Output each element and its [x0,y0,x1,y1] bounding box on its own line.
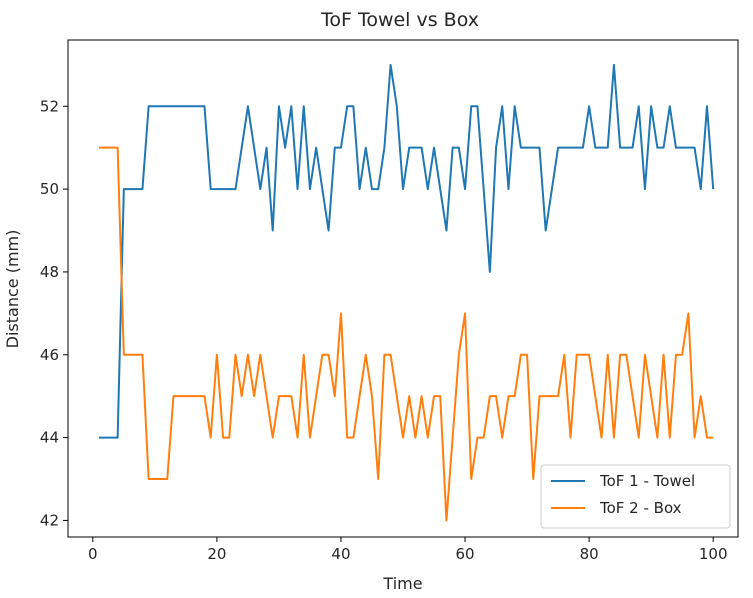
chart-title: ToF Towel vs Box [320,9,479,31]
axis-ticks: 0 20 40 60 80 100 42 44 46 48 50 52 [40,97,728,563]
x-tick-label: 60 [455,545,474,563]
y-tick-label: 48 [40,263,59,281]
legend-label-box: ToF 2 - Box [599,499,682,517]
legend: ToF 1 - Towel ToF 2 - Box [540,464,731,529]
y-tick-label: 44 [40,429,59,447]
y-tick-label: 50 [40,180,59,198]
x-tick-label: 0 [88,545,98,563]
legend-label-towel: ToF 1 - Towel [599,472,695,490]
x-tick-label: 80 [580,545,599,563]
y-axis-label: Distance (mm) [3,230,22,349]
y-tick-label: 52 [40,97,59,115]
legend-box [540,464,731,529]
x-axis-label: Time [382,574,422,593]
x-tick-label: 100 [699,545,728,563]
y-tick-label: 46 [40,346,59,364]
axes-frame [67,39,739,538]
series-line-towel [99,63,715,439]
plot-area [99,63,715,522]
x-tick-label: 20 [207,545,226,563]
series-line-box [99,146,714,522]
x-tick-label: 40 [331,545,350,563]
y-tick-label: 42 [40,511,59,529]
